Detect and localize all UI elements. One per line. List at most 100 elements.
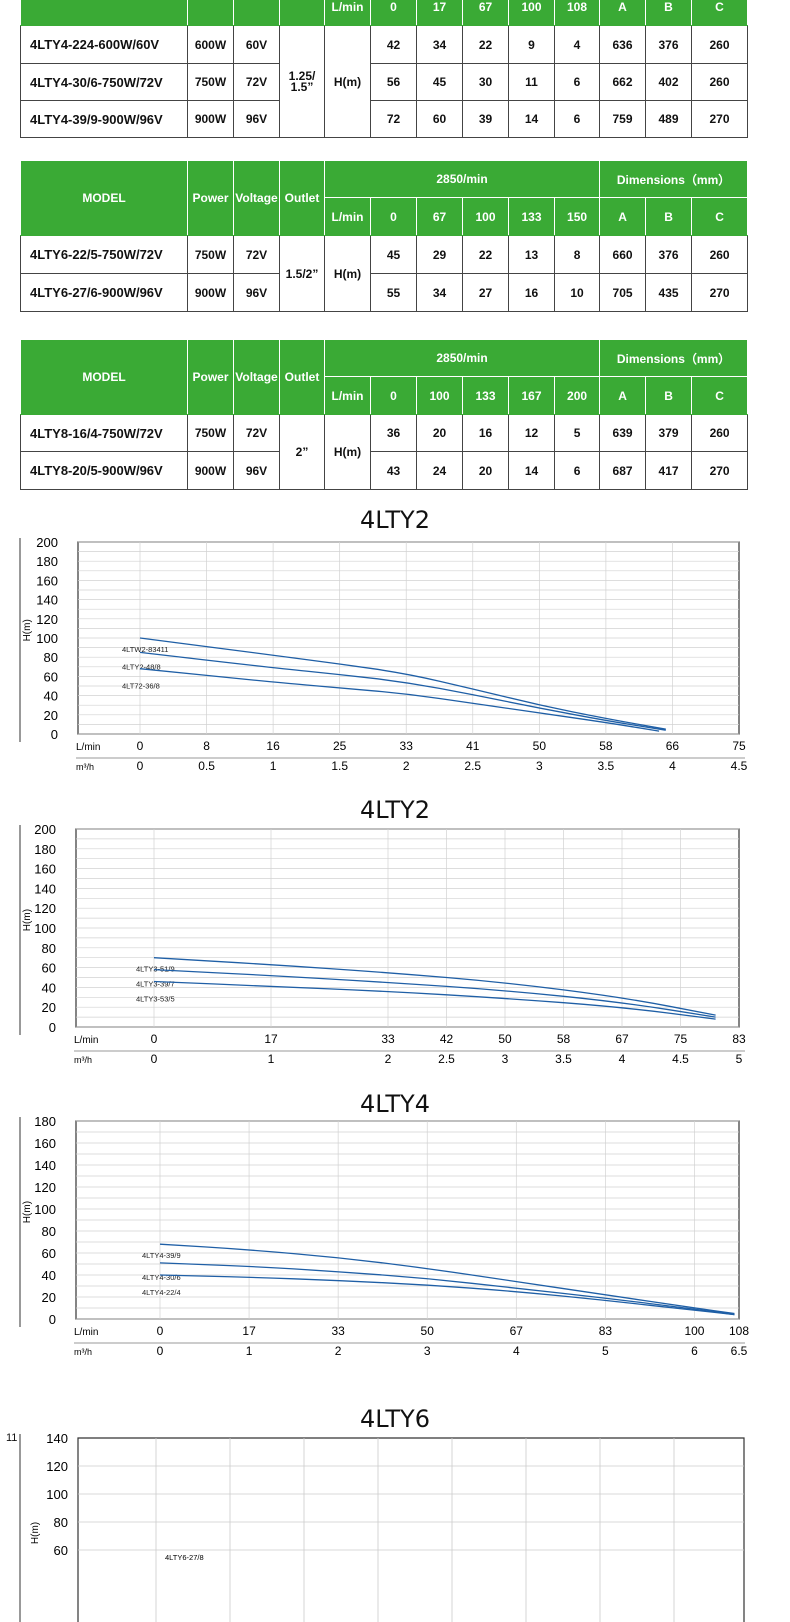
table-row: 4LTY6-27/6-900W/96V 900W 96V 55 34 27 16… <box>20 273 749 312</box>
y-tick-label: 80 <box>42 941 56 956</box>
head-cell: 14 <box>508 451 555 490</box>
series-label: 4LTY4-39/9 <box>142 1251 181 1260</box>
header-flow: 200 <box>553 376 601 415</box>
y-tick-label: 80 <box>54 1515 68 1530</box>
plot-frame <box>77 1437 745 1622</box>
table-row: 4LTY4-224-600W/60V 600W 60V 1.25/ 1.5” H… <box>20 25 748 138</box>
header-voltage-cell <box>233 0 280 26</box>
table-row: 4LTY6-22/5-750W/72V 750W 72V 1.5/2” H(m)… <box>20 235 749 312</box>
header-flow: 100 <box>508 0 555 26</box>
x-tick-label-lmin: 42 <box>440 1032 454 1046</box>
y-tick-label: 20 <box>42 1290 56 1305</box>
header-flow: 0 <box>370 376 417 415</box>
header-model: MODEL <box>20 160 188 236</box>
header-voltage: Voltage <box>233 339 280 415</box>
series-line <box>139 651 666 731</box>
power-cell: 750W <box>187 235 234 274</box>
power-cell: 900W <box>187 273 234 312</box>
x-tick-label-m3h: 4.5 <box>672 1052 689 1066</box>
y-axis-label: H(m) <box>22 909 33 931</box>
y-tick-label: 20 <box>42 1000 56 1015</box>
header-power: Power <box>187 339 234 415</box>
header-voltage: Voltage <box>233 160 280 236</box>
header-flow: 100 <box>416 376 463 415</box>
y-tick-label: 60 <box>54 1543 68 1558</box>
table-row: 4LTY8-16/4-750W/72V 750W 72V 2” H(m) 36 … <box>20 414 749 490</box>
head-cell: 20 <box>462 451 509 490</box>
dim-cell: 639 <box>599 414 647 452</box>
x-tick-label-lmin: 75 <box>674 1032 688 1046</box>
dim-cell: 376 <box>645 235 693 274</box>
model-cell: 4LTY6-27/6-900W/96V <box>20 273 188 312</box>
header-dim: C <box>691 376 749 415</box>
voltage-cell: 72V <box>233 414 280 452</box>
header-dim: B <box>645 0 692 26</box>
voltage-cell: 72V <box>233 235 280 274</box>
dim-cell: 270 <box>691 100 748 138</box>
x-tick-label-m3h: 0 <box>157 1344 164 1358</box>
page-number: 11 <box>6 1432 18 1444</box>
x-tick-label-lmin: 67 <box>510 1324 524 1338</box>
table-row: 4LTY8-20/5-900W/96V 900W 96V 43 24 20 14… <box>20 451 749 490</box>
y-tick-label: 0 <box>51 727 58 742</box>
y-tick-label: 120 <box>36 612 58 627</box>
header-dim: A <box>599 197 647 236</box>
dim-cell: 662 <box>599 63 646 101</box>
header-flow: 150 <box>553 197 601 236</box>
head-cell: 11 <box>508 63 555 101</box>
y-tick-label: 60 <box>44 669 58 684</box>
y-tick-label: 0 <box>49 1020 56 1035</box>
y-tick-label: 60 <box>42 1246 56 1261</box>
y-tick-label: 140 <box>34 1158 56 1173</box>
x-tick-label-m3h: 0 <box>151 1052 158 1066</box>
header-dim: B <box>645 376 693 415</box>
head-cell: 24 <box>416 451 463 490</box>
spec-table-4lty8: MODEL Power Voltage Outlet 2850/min Dime… <box>20 339 749 490</box>
outlet-cell: 1.25/ 1.5” <box>279 25 325 138</box>
dim-cell: 260 <box>691 235 749 274</box>
series-line <box>139 668 660 732</box>
dim-cell: 270 <box>691 273 749 312</box>
x-tick-label-m3h: 2 <box>403 759 410 773</box>
model-cell: 4LTY4-39/9-900W/96V <box>20 100 188 138</box>
x-axis-label-m3h: m³/h <box>74 1055 92 1065</box>
header-lmin: L/min <box>324 197 371 236</box>
x-tick-label-m3h: 2.5 <box>438 1052 455 1066</box>
y-tick-label: 120 <box>46 1459 68 1474</box>
series-line <box>153 980 716 1020</box>
head-cell: 20 <box>416 414 463 452</box>
head-cell: 5 <box>553 414 601 452</box>
x-tick-label-lmin: 16 <box>266 739 280 753</box>
x-tick-label-m3h: 5 <box>602 1344 609 1358</box>
header-dim: A <box>599 376 647 415</box>
y-axis-label: H(m) <box>22 1201 33 1223</box>
x-tick-label-lmin: 17 <box>264 1032 278 1046</box>
header-flow: 0 <box>370 197 417 236</box>
header-lmin: L/min <box>324 0 371 26</box>
model-cell: 4LTY8-16/4-750W/72V <box>20 414 188 452</box>
y-tick-label: 60 <box>42 961 56 976</box>
x-tick-label-m3h: 3.5 <box>598 759 615 773</box>
header-dim: A <box>599 0 646 26</box>
x-tick-label-m3h: 6 <box>691 1344 698 1358</box>
head-cell: 36 <box>370 414 417 452</box>
chart-title: 4LTY2 <box>360 506 430 534</box>
header-model: MODEL <box>20 339 188 415</box>
y-tick-label: 140 <box>36 593 58 608</box>
x-tick-label-m3h: 2 <box>335 1344 342 1358</box>
y-axis-label: H(m) <box>30 1522 41 1544</box>
header-flow: 100 <box>462 197 509 236</box>
y-tick-label: 120 <box>34 1180 56 1195</box>
chart-title: 4LTY6 <box>360 1405 430 1433</box>
y-tick-label: 120 <box>34 901 56 916</box>
header-outlet: Outlet <box>279 160 325 236</box>
head-cell: 55 <box>370 273 417 312</box>
x-tick-label-lmin: 0 <box>137 739 144 753</box>
head-cell: 60 <box>416 100 463 138</box>
series-line <box>159 1262 735 1316</box>
header-dimensions: Dimensions（mm） <box>599 339 749 377</box>
performance-chart-4lty6: 140 120 100 80 60 H(m) 4LTY6-27/8 <box>19 1431 745 1622</box>
x-tick-label-lmin: 33 <box>400 739 414 753</box>
y-tick-label: 100 <box>36 631 58 646</box>
